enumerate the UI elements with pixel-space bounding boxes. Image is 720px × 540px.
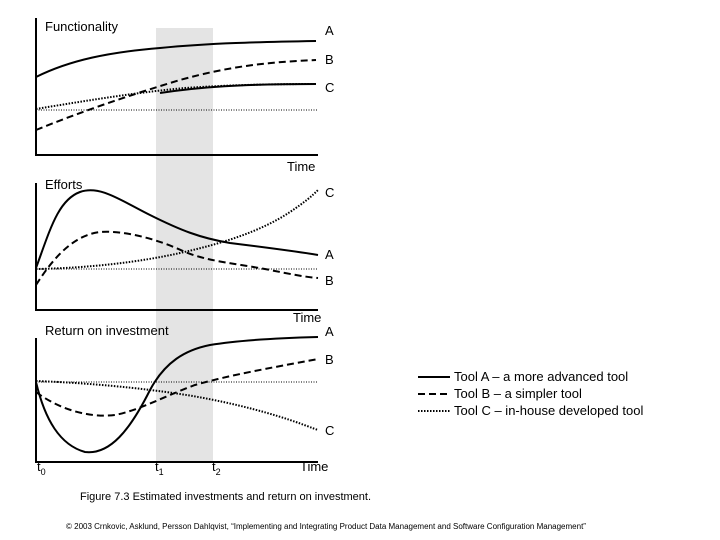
legend: Tool A – a more advanced tool Tool B – a…: [418, 369, 643, 418]
efforts-curve-a: [35, 189, 319, 269]
functionality-time-label: Time: [287, 159, 315, 174]
efforts-time-label: Time: [293, 310, 321, 325]
panel-functionality: Functionality A B C Time: [35, 18, 334, 174]
legend-label-tool-c: Tool C – in-house developed tool: [454, 403, 643, 418]
roi-label-a: A: [325, 324, 334, 339]
efforts-curve-b: [35, 230, 319, 286]
efforts-curve-c: [35, 189, 319, 270]
roi-axes: [35, 338, 318, 463]
time-mark-t1: t1: [155, 459, 164, 477]
roi-curve-b: [35, 358, 319, 417]
functionality-curve-a: [35, 40, 317, 78]
figure-caption: Figure 7.3 Estimated investments and ret…: [80, 491, 371, 503]
functionality-title: Functionality: [45, 19, 118, 34]
functionality-curve-b: [35, 59, 317, 131]
time-mark-t2: t2: [212, 459, 221, 477]
efforts-axes: [35, 183, 318, 311]
efforts-label-a: A: [325, 247, 334, 262]
roi-title: Return on investment: [45, 323, 169, 338]
efforts-label-b: B: [325, 273, 334, 288]
copyright-footer: © 2003 Crnkovic, Asklund, Persson Dahlqv…: [66, 522, 586, 531]
roi-time-label: Time: [300, 459, 328, 474]
roi-curve-c: [35, 380, 319, 431]
functionality-label-b: B: [325, 52, 334, 67]
legend-label-tool-b: Tool B – a simpler tool: [454, 386, 582, 401]
efforts-title: Efforts: [45, 177, 83, 192]
functionality-curve-c: [35, 83, 317, 110]
efforts-label-c: C: [325, 185, 334, 200]
functionality-axes: [35, 18, 318, 156]
functionality-curve-c-solid: [159, 83, 317, 94]
functionality-label-a: A: [325, 23, 334, 38]
roi-label-c: C: [325, 423, 334, 438]
functionality-label-c: C: [325, 80, 334, 95]
roi-label-b: B: [325, 352, 334, 367]
panel-efforts: Efforts C A B Time: [35, 177, 334, 325]
time-mark-t0: t0: [37, 459, 46, 477]
legend-label-tool-a: Tool A – a more advanced tool: [454, 369, 628, 384]
panel-roi: Return on investment A B C Time: [35, 323, 334, 474]
